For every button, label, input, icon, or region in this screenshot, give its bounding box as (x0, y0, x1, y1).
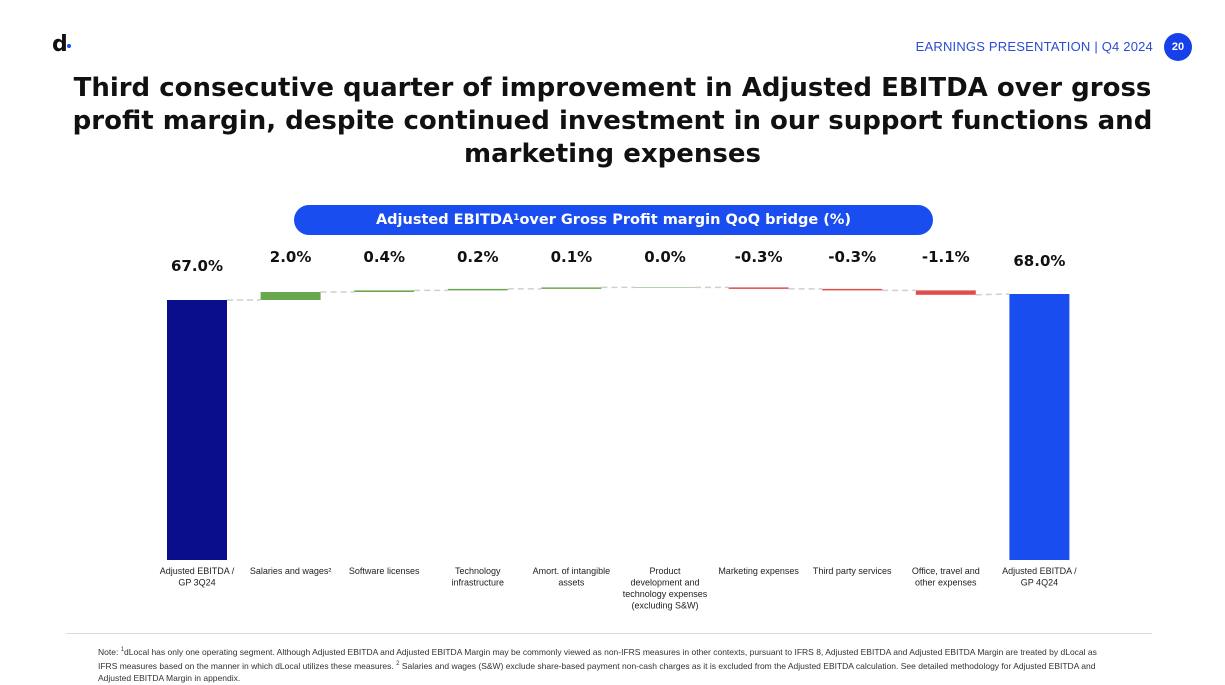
category-label-10: Adjusted EBITDA / (1002, 566, 1077, 576)
data-label-10: 68.0% (1013, 252, 1065, 270)
note-ref-1: 1 (120, 647, 125, 653)
note-lead: Note: (98, 646, 121, 657)
category-label-5: Amort. of intangible (533, 566, 611, 576)
category-label-8: Third party services (813, 566, 892, 576)
category-label-5-line-2: assets (558, 578, 585, 588)
chart-title-text: Adjusted EBITDA (375, 212, 514, 228)
footnote: Note: 1dLocal has only one operating seg… (98, 644, 1118, 685)
note-divider (66, 633, 1152, 634)
bar-5 (541, 287, 602, 289)
data-label-3: 0.4% (363, 248, 405, 266)
bar-6 (635, 287, 695, 288)
data-label-1: 67.0% (171, 257, 223, 275)
category-label-4: Technology (455, 566, 501, 576)
category-label-9-line-2: other expenses (915, 578, 977, 588)
category-label-6: Product (649, 566, 681, 576)
bar-1 (167, 300, 227, 560)
logo-dot (67, 44, 71, 48)
bar-4 (447, 288, 508, 291)
bar-8 (822, 288, 883, 291)
note-ref-2: 2 (396, 661, 400, 668)
header-label: EARNINGS PRESENTATION | Q4 2024 (915, 39, 1153, 54)
connector-line-9 (975, 293, 1010, 296)
bar-3 (354, 290, 415, 292)
bar-9 (915, 290, 976, 295)
data-label-8: -0.3% (828, 248, 876, 266)
data-label-7: -0.3% (735, 248, 783, 266)
page-title: Third consecutive quarter of improvement… (72, 73, 1153, 169)
data-label-4: 0.2% (457, 248, 499, 266)
chart-title-footnote-ref: 1 (513, 213, 520, 223)
dlocal-logo: d (52, 32, 68, 57)
data-label-6: 0.0% (644, 248, 686, 266)
bar-7 (728, 287, 789, 289)
data-label-9: -1.1% (922, 248, 970, 266)
category-label-3: Software licenses (349, 566, 420, 576)
category-label-4-line-2: infrastructure (452, 578, 505, 588)
note-text-2: Salaries and wages (S&W) exclude share-b… (98, 660, 1096, 684)
note-text-1: dLocal has only one operating segment. A… (98, 646, 1097, 671)
data-label-2: 2.0% (270, 248, 312, 266)
category-label-1: Adjusted EBITDA / (160, 566, 235, 576)
data-label-5: 0.1% (551, 248, 593, 266)
category-label-6-line-4: (excluding S&W) (631, 601, 698, 611)
page-number-badge: 20 (1164, 33, 1192, 61)
category-label-1-line-2: GP 3Q24 (178, 578, 215, 588)
category-label-9: Office, travel and (912, 566, 980, 576)
category-label-7: Marketing expenses (718, 566, 799, 576)
category-label-6-line-2: development and (630, 578, 699, 588)
category-label-2: Salaries and wages² (250, 566, 332, 576)
chart-title-pill: Adjusted EBITDA 1 over Gross Profit margi… (294, 205, 933, 235)
category-label-10-line-2: GP 4Q24 (1021, 578, 1058, 588)
chart-title-text-rest: over Gross Profit margin QoQ bridge (%) (519, 212, 852, 228)
bar-10 (1009, 294, 1070, 560)
category-label-6-line-3: technology expenses (623, 589, 708, 599)
bar-2 (260, 292, 321, 300)
